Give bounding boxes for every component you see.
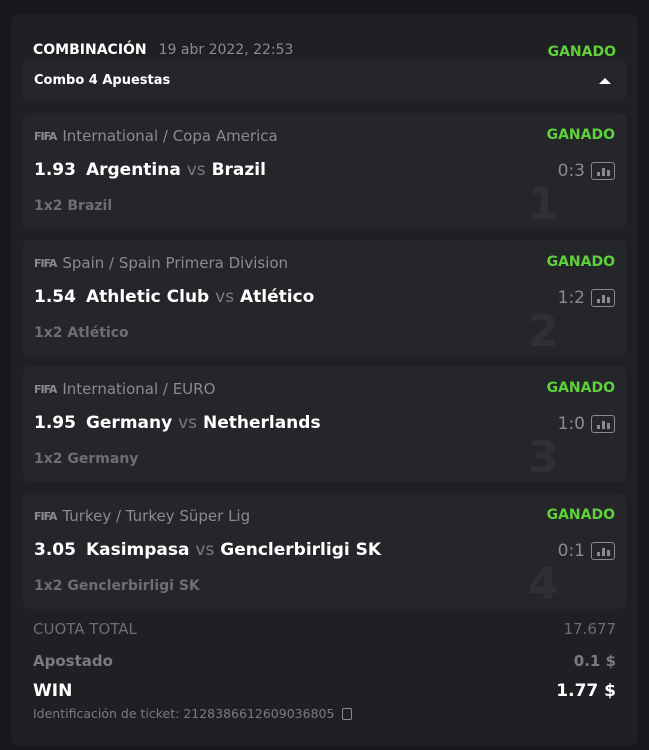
league-name: International / EURO (62, 380, 216, 398)
win-row: WIN 1.77 $ (33, 681, 616, 701)
stats-icon[interactable] (591, 415, 615, 433)
away-team: Brazil (211, 160, 266, 180)
combo-toggle[interactable]: Combo 4 Apuestas (23, 60, 627, 101)
win-value: 1.77 $ (556, 681, 616, 701)
odds: 1.93 (34, 160, 76, 180)
match-row: 1.95 Germany vs Netherlands (34, 413, 321, 433)
fifa-logo-icon: FIFA (34, 129, 57, 143)
leg-number-watermark: 2 (528, 306, 559, 356)
match-score: 1:2 (557, 288, 585, 308)
vs-label: vs (195, 540, 215, 560)
ticket-date: 19 abr 2022, 22:53 (158, 42, 294, 58)
leg-status-badge: GANADO (546, 380, 615, 396)
away-team: Genclerbirligi SK (220, 540, 382, 560)
ticket-type: COMBINACIÓN (33, 42, 147, 58)
total-odds-row: CUOTA TOTAL 17.677 (33, 620, 616, 638)
vs-label: vs (186, 160, 206, 180)
leg-status-badge: GANADO (546, 254, 615, 270)
fifa-logo-icon: FIFA (34, 256, 57, 270)
match-row: 3.05 Kasimpasa vs Genclerbirligi SK (34, 540, 381, 560)
bet-leg: 1 FIFA International / Copa America GANAD… (23, 113, 627, 229)
staked-row: Apostado 0.1 $ (33, 652, 616, 670)
stats-icon[interactable] (591, 162, 615, 180)
total-odds-label: CUOTA TOTAL (33, 620, 137, 638)
match-score: 1:0 (557, 414, 585, 434)
market-selection: 1x2 Brazil (34, 198, 113, 214)
vs-label: vs (215, 287, 235, 307)
stats-icon[interactable] (591, 289, 615, 307)
staked-label: Apostado (33, 652, 113, 670)
match-row: 1.54 Athletic Club vs Atlético (34, 287, 314, 307)
odds: 1.54 (34, 287, 76, 307)
league-row: FIFA International / Copa America (34, 127, 278, 145)
fifa-logo-icon: FIFA (34, 382, 57, 396)
match-score: 0:1 (557, 541, 585, 561)
match-score: 0:3 (557, 161, 585, 181)
ticket-id: Identificación de ticket: 21283866126090… (33, 706, 353, 721)
leg-number-watermark: 3 (528, 432, 559, 482)
league-row: FIFA Turkey / Turkey Süper Lig (34, 507, 250, 525)
odds: 3.05 (34, 540, 76, 560)
market-selection: 1x2 Atlético (34, 325, 129, 341)
home-team: Argentina (85, 160, 181, 180)
bet-leg: 4 FIFA Turkey / Turkey Süper Lig GANADO 3… (23, 493, 627, 609)
league-row: FIFA Spain / Spain Primera Division (34, 254, 288, 272)
combo-label: Combo 4 Apuestas (34, 73, 171, 88)
leg-number-watermark: 4 (528, 559, 559, 609)
bet-leg: 2 FIFA Spain / Spain Primera Division GAN… (23, 240, 627, 356)
odds: 1.95 (34, 413, 76, 433)
stats-icon[interactable] (591, 542, 615, 560)
ticket-id-text: Identificación de ticket: 21283866126090… (33, 706, 335, 721)
bet-ticket-card: COMBINACIÓN 19 abr 2022, 22:53 GANADO Co… (11, 14, 638, 746)
bet-leg: 3 FIFA International / EURO GANADO 1.95 Ge… (23, 366, 627, 482)
ticket-header: COMBINACIÓN 19 abr 2022, 22:53 (33, 42, 293, 58)
home-team: Germany (85, 413, 173, 433)
ticket-status-badge: GANADO (547, 44, 616, 60)
match-row: 1.93 Argentina vs Brazil (34, 160, 266, 180)
leg-status-badge: GANADO (546, 507, 615, 523)
staked-value: 0.1 $ (573, 652, 616, 670)
home-team: Kasimpasa (85, 540, 190, 560)
away-team: Netherlands (202, 413, 321, 433)
win-label: WIN (33, 681, 73, 701)
chevron-up-icon[interactable] (599, 77, 611, 84)
league-name: Turkey / Turkey Süper Lig (62, 507, 251, 525)
vs-label: vs (178, 413, 198, 433)
league-name: Spain / Spain Primera Division (62, 254, 289, 272)
league-name: International / Copa America (62, 127, 278, 145)
total-odds-value: 17.677 (563, 620, 617, 638)
away-team: Atlético (240, 287, 315, 307)
copy-icon[interactable] (342, 707, 353, 720)
leg-number-watermark: 1 (528, 179, 559, 229)
home-team: Athletic Club (85, 287, 210, 307)
market-selection: 1x2 Genclerbirligi SK (34, 578, 200, 594)
league-row: FIFA International / EURO (34, 380, 215, 398)
leg-status-badge: GANADO (546, 127, 615, 143)
market-selection: 1x2 Germany (34, 451, 139, 467)
fifa-logo-icon: FIFA (34, 509, 57, 523)
